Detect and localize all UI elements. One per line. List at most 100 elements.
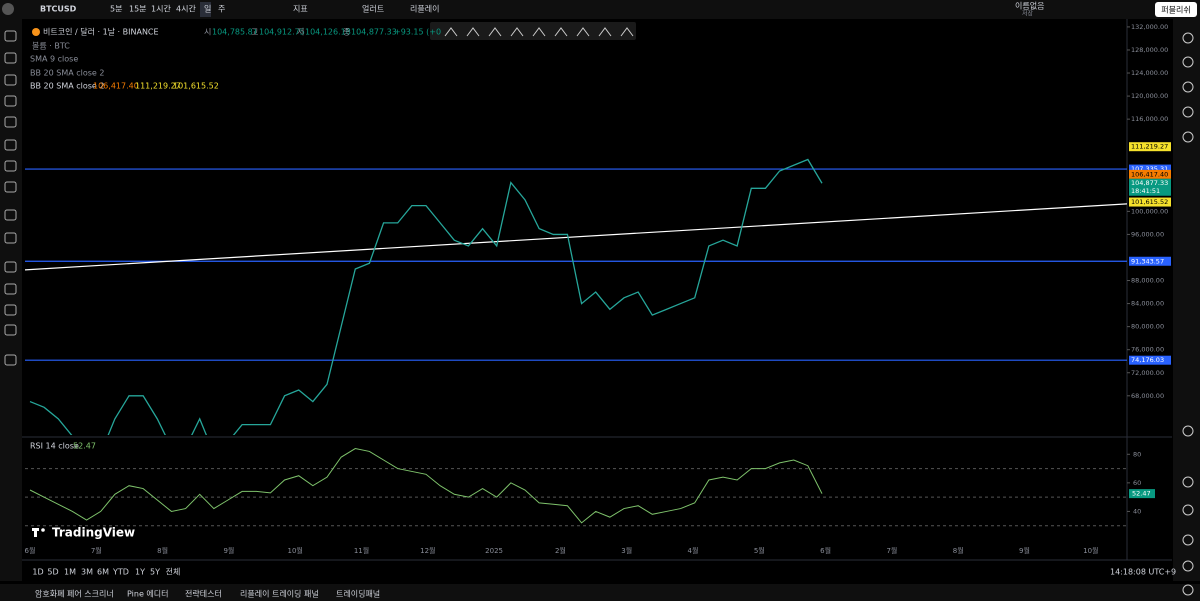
- tool-icon[interactable]: [1182, 534, 1194, 546]
- range-button[interactable]: 1M: [64, 568, 76, 577]
- range-button[interactable]: 3M: [81, 568, 93, 577]
- clock: 14:18:08 UTC+9: [1110, 568, 1176, 577]
- tool-icon[interactable]: [4, 283, 17, 295]
- tool-icon[interactable]: [4, 95, 17, 107]
- tool-icon[interactable]: [1182, 32, 1194, 44]
- tool-icon[interactable]: [1182, 504, 1194, 516]
- tool-icon[interactable]: [4, 30, 17, 42]
- tool-icon[interactable]: [4, 209, 17, 221]
- range-button[interactable]: 6M: [97, 568, 109, 577]
- publish[interactable]: 퍼블리쉬: [1161, 5, 1190, 15]
- layout-name[interactable]: 이름없음: [1015, 1, 1044, 11]
- tool-icon[interactable]: [1182, 425, 1194, 437]
- drawing-toolbar[interactable]: [430, 22, 636, 40]
- interval[interactable]: 4시간: [176, 4, 196, 14]
- price-label: 101,615.52: [1131, 198, 1168, 206]
- range-button[interactable]: YTD: [112, 568, 129, 577]
- tool-icon[interactable]: [4, 261, 17, 273]
- rsi-tick-label: 40: [1133, 507, 1141, 515]
- top-toolbar: [0, 0, 1200, 19]
- time-label: 7월: [886, 546, 897, 555]
- bb-value: 101,615.52: [173, 82, 219, 91]
- tool-icon[interactable]: [1182, 81, 1194, 93]
- save-label[interactable]: 저장: [1022, 10, 1034, 18]
- tool-icon[interactable]: [4, 324, 17, 336]
- interval-selected: [200, 2, 211, 17]
- draw-tool[interactable]: [444, 27, 458, 37]
- publish-button[interactable]: [1155, 2, 1197, 17]
- tool-icon[interactable]: [4, 52, 17, 64]
- draw-tool[interactable]: [466, 27, 480, 37]
- tool-icon[interactable]: [4, 181, 17, 193]
- bottom-tab[interactable]: Pine 에디터: [127, 590, 169, 599]
- price-label: 74,176.03: [1131, 356, 1164, 364]
- interval[interactable]: 주: [218, 5, 225, 14]
- range-button[interactable]: 5D: [47, 568, 58, 577]
- time-label: 11월: [354, 546, 369, 555]
- time-label: 3월: [621, 546, 632, 555]
- draw-tool[interactable]: [488, 27, 502, 37]
- time-label: 5월: [754, 546, 765, 555]
- legend-change: +93.15 (+0: [394, 28, 441, 37]
- interval[interactable]: 일: [204, 5, 211, 14]
- time-label: 4월: [688, 546, 699, 555]
- time-label: 9월: [223, 546, 234, 555]
- price-label-box: [1129, 355, 1171, 365]
- tool-icon[interactable]: [4, 160, 17, 172]
- price-tick-label: 76,000.00: [1131, 346, 1164, 354]
- draw-tool[interactable]: [598, 27, 612, 37]
- tool-icon[interactable]: [1182, 131, 1194, 143]
- tool-icon[interactable]: [4, 116, 17, 128]
- bottom-tab[interactable]: 전략테스터: [185, 589, 222, 599]
- rsi-line: [29, 448, 823, 524]
- draw-tool[interactable]: [554, 27, 568, 37]
- btc-icon: [32, 28, 40, 36]
- toolbar-button[interactable]: 지표: [293, 5, 308, 14]
- ohlc-label: 고: [251, 28, 258, 37]
- logo-mark: [41, 528, 45, 532]
- draw-tool[interactable]: [532, 27, 546, 37]
- time-label: 12월: [420, 546, 435, 555]
- range-button[interactable]: 5Y: [150, 568, 160, 577]
- time-label: 10월: [288, 546, 303, 555]
- ohlc-label: 저: [297, 28, 304, 37]
- bottom-tab[interactable]: 리플레이 트레이딩 패널: [240, 589, 319, 599]
- time-label: 2025: [485, 547, 503, 555]
- tool-icon[interactable]: [1182, 584, 1194, 596]
- interval[interactable]: 1시간: [151, 4, 171, 14]
- toolbar-button[interactable]: 리플레이: [410, 4, 439, 14]
- bottom-tab[interactable]: 암호화폐 페어 스크리너: [35, 589, 114, 599]
- draw-tool[interactable]: [576, 27, 590, 37]
- price-label-box: [1129, 178, 1171, 196]
- interval[interactable]: 15분: [129, 5, 147, 14]
- toolbar-button[interactable]: 얼러트: [362, 4, 384, 14]
- price-label: 111,219.27: [1131, 143, 1168, 151]
- price-label-box: [1129, 164, 1171, 174]
- bottom-tab[interactable]: 트레이딩패널: [336, 589, 380, 599]
- price-tick-label: 72,000.00: [1131, 369, 1164, 377]
- trendline[interactable]: [25, 203, 1127, 271]
- legend-title: 비트코인 / 달러 · 1날 · BINANCE: [43, 27, 159, 37]
- tool-icon[interactable]: [4, 304, 17, 316]
- range-button[interactable]: 전체: [166, 567, 181, 577]
- ohlc-value: 104,912.75: [259, 28, 305, 37]
- draw-tool[interactable]: [510, 27, 524, 37]
- tool-icon[interactable]: [1182, 56, 1194, 68]
- range-button[interactable]: 1Y: [135, 568, 145, 577]
- price-tick-label: 116,000.00: [1131, 115, 1168, 123]
- avatar[interactable]: [2, 3, 14, 15]
- interval[interactable]: 5분: [110, 5, 122, 14]
- tool-icon[interactable]: [1182, 560, 1194, 572]
- draw-tool[interactable]: [620, 27, 634, 37]
- tool-icon[interactable]: [4, 74, 17, 86]
- tool-icon[interactable]: [4, 232, 17, 244]
- plot: [25, 158, 1127, 435]
- tool-icon[interactable]: [1182, 106, 1194, 118]
- logo-text: TradingView: [52, 526, 135, 540]
- tool-icon[interactable]: [4, 139, 17, 151]
- range-button[interactable]: 1D: [32, 568, 43, 577]
- tool-icon[interactable]: [1182, 476, 1194, 488]
- price-tick-label: 68,000.00: [1131, 392, 1164, 400]
- tool-icon[interactable]: [4, 354, 17, 366]
- symbol[interactable]: BTCUSD: [40, 5, 77, 14]
